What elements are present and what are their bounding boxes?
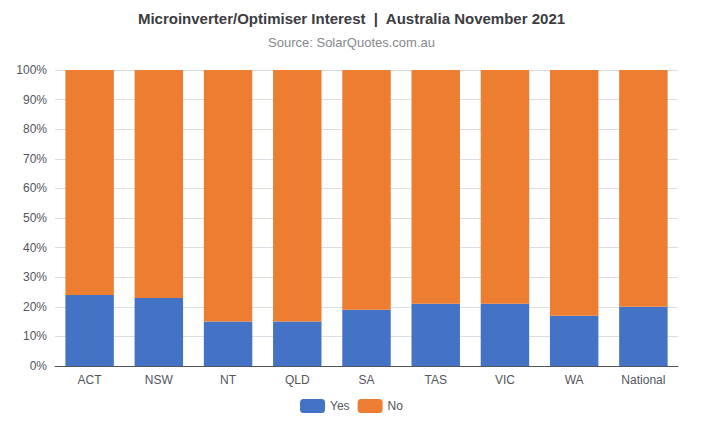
svg-text:No: No bbox=[388, 399, 404, 413]
svg-text:QLD: QLD bbox=[285, 373, 310, 387]
svg-text:40%: 40% bbox=[23, 241, 47, 255]
svg-text:SA: SA bbox=[358, 373, 374, 387]
svg-text:10%: 10% bbox=[23, 329, 47, 343]
svg-text:Microinverter/Optimiser Intere: Microinverter/Optimiser Interest | Austr… bbox=[138, 10, 565, 27]
svg-text:20%: 20% bbox=[23, 300, 47, 314]
svg-text:30%: 30% bbox=[23, 270, 47, 284]
svg-text:Source: SolarQuotes.com.au: Source: SolarQuotes.com.au bbox=[268, 35, 435, 50]
svg-text:TAS: TAS bbox=[424, 373, 446, 387]
svg-text:Yes: Yes bbox=[330, 399, 350, 413]
svg-text:50%: 50% bbox=[23, 211, 47, 225]
svg-text:NT: NT bbox=[220, 373, 237, 387]
svg-text:National: National bbox=[621, 373, 665, 387]
svg-text:NSW: NSW bbox=[145, 373, 174, 387]
svg-text:VIC: VIC bbox=[495, 373, 515, 387]
svg-text:ACT: ACT bbox=[78, 373, 103, 387]
svg-text:90%: 90% bbox=[23, 93, 47, 107]
svg-text:0%: 0% bbox=[30, 359, 48, 373]
svg-text:80%: 80% bbox=[23, 122, 47, 136]
svg-text:100%: 100% bbox=[16, 63, 47, 77]
svg-text:60%: 60% bbox=[23, 181, 47, 195]
svg-text:70%: 70% bbox=[23, 152, 47, 166]
svg-text:WA: WA bbox=[565, 373, 584, 387]
